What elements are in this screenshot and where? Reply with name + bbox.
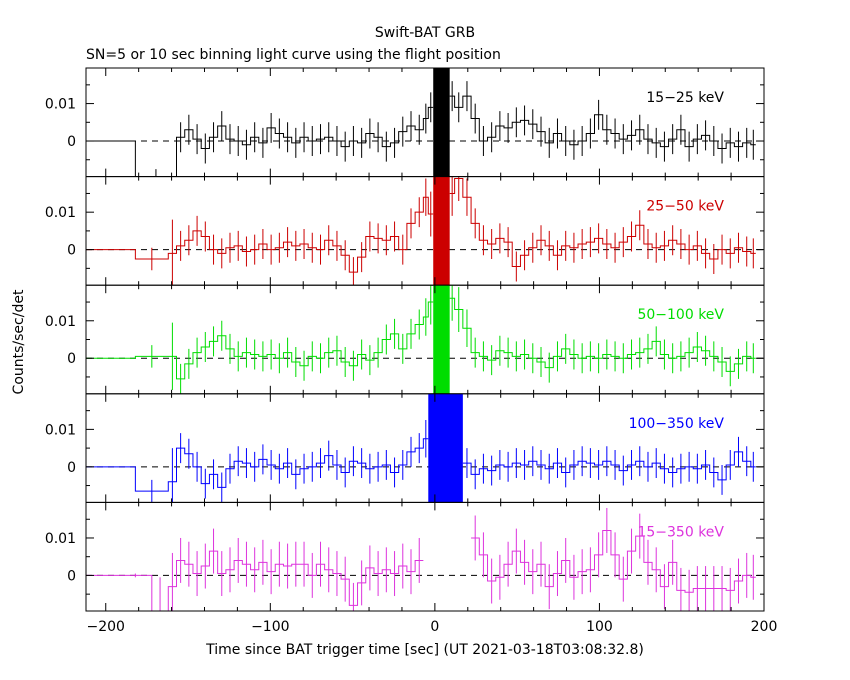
light-curve-line — [86, 438, 756, 492]
panel-5: 0 0.01 15−350 keV — [45, 501, 765, 612]
x-tick-label: 100 — [586, 619, 613, 635]
light-curve-line — [86, 95, 756, 177]
panels-group: 0 0.01 15−25 keV 0 0.01 25−50 keV 0 0.01 50−100 … — [45, 67, 778, 635]
panel-frame — [85, 284, 765, 395]
panel-frame — [85, 67, 765, 178]
x-axis-label: Time since BAT trigger time [sec] (UT 20… — [205, 642, 644, 658]
panel-2: 0 0.01 25−50 keV — [45, 176, 765, 286]
series-4 — [86, 393, 756, 503]
light-curve-line — [86, 529, 756, 611]
panel-4: 0 0.01 100−350 keV — [45, 393, 765, 503]
energy-band-label: 100−350 keV — [629, 416, 725, 432]
series-3 — [86, 285, 756, 394]
panel-frame — [85, 176, 765, 286]
x-tick-label: −200 — [87, 619, 125, 635]
y-tick-label: 0 — [67, 568, 76, 584]
y-tick-label: 0 — [67, 351, 76, 367]
series-1 — [86, 68, 756, 177]
y-tick-label: 0.01 — [45, 97, 76, 113]
y-tick-label: 0.01 — [45, 205, 76, 221]
chart-title: Swift-BAT GRB — [375, 25, 475, 41]
panel-frame — [85, 501, 765, 612]
burst-peak-region — [428, 393, 463, 503]
panel-1: 0 0.01 15−25 keV — [45, 67, 765, 178]
energy-band-label: 15−25 keV — [646, 90, 724, 106]
energy-band-label: 15−350 keV — [637, 524, 724, 540]
y-tick-label: 0.01 — [45, 531, 76, 547]
y-tick-label: 0 — [67, 460, 76, 476]
energy-band-label: 25−50 keV — [646, 199, 724, 215]
panel-3: 0 0.01 50−100 keV — [45, 284, 765, 395]
x-tick-label: 200 — [751, 619, 778, 635]
y-tick-label: 0.01 — [45, 422, 76, 438]
y-axis-label: Counts/sec/det — [11, 289, 27, 394]
y-tick-label: 0 — [67, 134, 76, 150]
light-curve-line — [86, 297, 756, 380]
energy-band-label: 50−100 keV — [637, 307, 724, 323]
light-curve-line — [86, 177, 756, 273]
series-2 — [86, 176, 756, 286]
x-tick-label: −100 — [251, 619, 289, 635]
series-5 — [86, 508, 756, 611]
burst-peak-region — [433, 176, 450, 286]
panel-frame — [85, 393, 765, 503]
y-tick-label: 0 — [67, 243, 76, 259]
burst-peak-region — [433, 68, 450, 177]
y-tick-label: 0.01 — [45, 314, 76, 330]
x-tick-label: 0 — [430, 619, 439, 635]
burst-peak-region — [433, 285, 450, 394]
chart-subtitle: SN=5 or 10 sec binning light curve using… — [86, 47, 501, 63]
